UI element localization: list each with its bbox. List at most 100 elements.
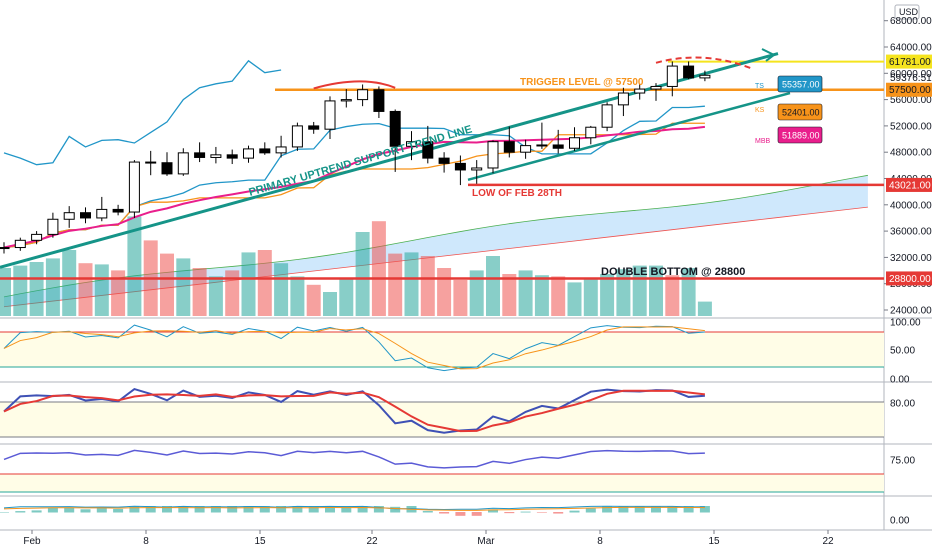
oscillator-tick-label: 0.00 xyxy=(890,516,910,527)
level-badge xyxy=(886,271,932,286)
oscillator-tick-label: 50.00 xyxy=(890,346,915,357)
candle-body xyxy=(210,154,222,158)
price-tick-label: 32000.00 xyxy=(890,253,932,264)
candle-body xyxy=(683,65,695,79)
macd-histogram-bar xyxy=(31,510,42,513)
macd-histogram-bar xyxy=(651,506,661,513)
candle-body xyxy=(422,141,434,159)
level-badge-label: 61781.00 xyxy=(889,57,931,68)
macd-histogram-bar xyxy=(520,511,531,513)
macd-histogram-bar xyxy=(504,512,515,514)
volume-bar xyxy=(437,268,452,316)
price-scale[interactable]: USD 68000.00 64000.00 60000.00 56000.00 5200… xyxy=(884,4,932,317)
macd-histogram-bar xyxy=(471,512,482,516)
currency-badge xyxy=(894,4,920,20)
macd-histogram-bar xyxy=(341,506,352,513)
indicator-badge-label: 52401.00 xyxy=(782,108,820,118)
indicator-badge-label: 51889.00 xyxy=(782,131,820,141)
volume-bar xyxy=(241,252,256,316)
volume-bar xyxy=(306,284,321,316)
trend-arrowhead xyxy=(761,48,776,62)
volume-bar xyxy=(0,268,11,316)
candle-body xyxy=(357,89,369,101)
volume-bar xyxy=(339,277,354,316)
candle-body xyxy=(63,212,75,220)
macd-histogram-bar xyxy=(602,506,613,513)
candle-body xyxy=(177,152,189,175)
volume-bar xyxy=(45,258,60,316)
candle-body xyxy=(536,144,548,147)
volume-bar xyxy=(420,256,435,316)
time-tick-label: Feb xyxy=(23,536,41,547)
macd-histogram-bar xyxy=(194,506,205,513)
indicator-badge-label: 55357.00 xyxy=(782,80,820,90)
macd-histogram-bar xyxy=(0,512,9,513)
volume-bar xyxy=(13,265,28,316)
macd-histogram-bar xyxy=(634,506,645,513)
macd-pane: 0.00 xyxy=(0,505,910,527)
trendlines[interactable] xyxy=(0,48,791,269)
time-tick-label: 8 xyxy=(143,536,149,547)
time-axis[interactable]: Feb 8 15 22 Mar 8 15 22 xyxy=(23,530,834,547)
candle-body xyxy=(128,161,140,213)
macd-histogram-bar xyxy=(585,508,596,513)
volume-bar xyxy=(665,275,680,316)
candle-body xyxy=(666,65,678,87)
volume-bar xyxy=(257,250,272,316)
candle-body xyxy=(503,141,515,153)
volume-bar xyxy=(486,256,500,316)
candle-body xyxy=(520,145,532,153)
macd-histogram-bar xyxy=(259,506,270,513)
candle-body xyxy=(14,239,26,249)
oscillator-tick-label: 75.00 xyxy=(890,456,915,467)
oscillator-tick-label: 100.00 xyxy=(890,318,921,329)
volume-bar xyxy=(388,253,403,316)
rsi-line xyxy=(3,449,705,469)
candle-body xyxy=(617,92,629,106)
candle-body xyxy=(634,88,646,94)
candle-body xyxy=(699,74,711,79)
top-arc xyxy=(313,80,396,90)
volume-bar xyxy=(355,232,370,316)
projected-arc xyxy=(655,56,755,71)
macd-histogram-bar xyxy=(553,512,564,514)
oscillator-d-line xyxy=(3,389,706,433)
indicator-tag: TS xyxy=(755,83,764,90)
candle-body xyxy=(552,144,564,149)
price-tick-label: 60000.00 xyxy=(890,69,932,80)
price-tick-label: 52000.00 xyxy=(890,121,932,132)
macd-histogram-bar xyxy=(243,506,254,513)
candle-body xyxy=(47,218,59,235)
macd-histogram-bar xyxy=(439,512,450,514)
volume-bar xyxy=(567,282,582,316)
cloud-fill xyxy=(4,175,868,307)
candle-body xyxy=(259,148,271,154)
current-price-label: 59376.51 xyxy=(890,73,932,84)
oscillator-band xyxy=(0,474,884,492)
volume-bar xyxy=(160,253,174,316)
price-tick-label: 24000.00 xyxy=(890,306,932,317)
rsi-pane: 75.00 xyxy=(0,449,915,493)
volume-bar xyxy=(78,263,93,316)
level-badge xyxy=(886,82,932,97)
candle-body xyxy=(585,126,597,139)
candle-body xyxy=(471,167,483,171)
volume-bar xyxy=(616,269,631,316)
candle-body xyxy=(275,146,287,154)
candle-body xyxy=(487,141,499,169)
candle-body xyxy=(161,162,173,175)
macd-histogram-bar xyxy=(80,509,91,513)
volume-bar xyxy=(62,250,77,316)
oscillator-d-line xyxy=(3,326,705,370)
candle-body xyxy=(569,137,580,149)
candle-body xyxy=(291,125,303,148)
candle-body xyxy=(406,141,417,147)
candle-body xyxy=(650,85,662,90)
candle-body xyxy=(112,208,124,213)
time-tick-label: 15 xyxy=(708,536,720,547)
primary-uptrend-line xyxy=(0,52,779,269)
time-tick-label: Mar xyxy=(477,536,495,547)
candle-body xyxy=(340,99,352,102)
price-tick-label: 68000.00 xyxy=(890,16,932,27)
